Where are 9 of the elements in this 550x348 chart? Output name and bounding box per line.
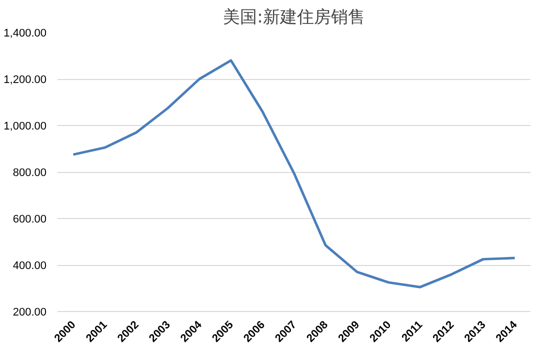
chart-title: 美国:新建住房销售 [223,8,365,28]
line-series [72,59,516,288]
y-tick-label: 1,000.00 [4,120,47,132]
y-tick-label: 800.00 [12,167,47,179]
y-tick-label: 400.00 [12,260,47,272]
y-tick-label: 1,200.00 [4,74,47,86]
y-tick-label: 200.00 [12,306,47,318]
y-tick-label: 600.00 [12,214,47,226]
y-tick-label: 1,400.00 [4,28,47,40]
